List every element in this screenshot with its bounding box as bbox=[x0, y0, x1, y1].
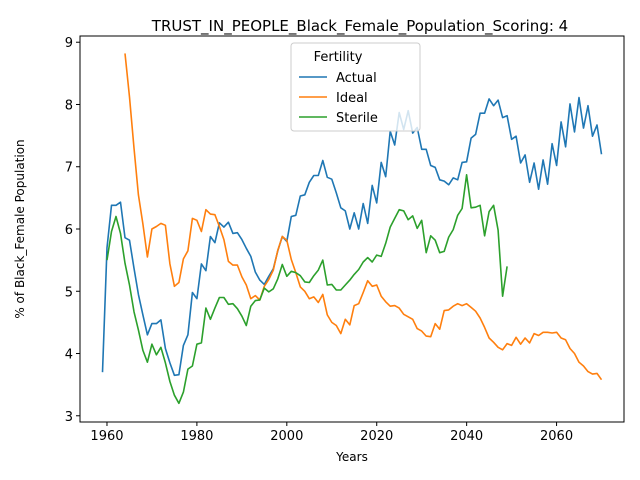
y-tick-label: 4 bbox=[65, 348, 73, 363]
x-tick-label: 2060 bbox=[540, 429, 573, 444]
y-tick-label: 8 bbox=[65, 98, 73, 113]
legend-box bbox=[290, 42, 421, 132]
series-line-ideal bbox=[124, 53, 603, 381]
legend-label-ideal: Ideal bbox=[336, 91, 368, 106]
x-tick-label: 2040 bbox=[450, 429, 483, 444]
series-line-actual bbox=[101, 96, 603, 377]
legend-items: Actual Ideal Sterile bbox=[299, 71, 378, 126]
y-axis-label: % of Black_Female Population bbox=[13, 139, 27, 318]
x-axis-label: Years bbox=[335, 450, 368, 464]
chart-title: TRUST_IN_PEOPLE_Black_Female_Population_… bbox=[151, 17, 568, 36]
x-tick-label: 1960 bbox=[90, 429, 123, 444]
legend-label-actual: Actual bbox=[336, 71, 377, 86]
x-axis: 1960 1980 2000 2020 2040 2060 bbox=[90, 422, 573, 444]
series-layer bbox=[101, 53, 603, 405]
x-tick-label: 2000 bbox=[270, 429, 303, 444]
legend-label-sterile: Sterile bbox=[336, 111, 378, 126]
legend: Fertility Actual Ideal Sterile bbox=[290, 42, 421, 132]
x-tick-label: 1980 bbox=[180, 429, 213, 444]
y-tick-label: 6 bbox=[65, 223, 73, 238]
y-tick-label: 5 bbox=[65, 285, 73, 300]
x-tick-label: 2020 bbox=[360, 429, 393, 444]
legend-title: Fertility bbox=[314, 50, 363, 65]
y-tick-label: 9 bbox=[65, 36, 73, 51]
y-tick-label: 3 bbox=[65, 410, 73, 425]
series-line-sterile bbox=[106, 174, 508, 405]
y-axis: 3 4 5 6 7 8 9 bbox=[65, 36, 80, 425]
y-tick-label: 7 bbox=[65, 161, 73, 176]
